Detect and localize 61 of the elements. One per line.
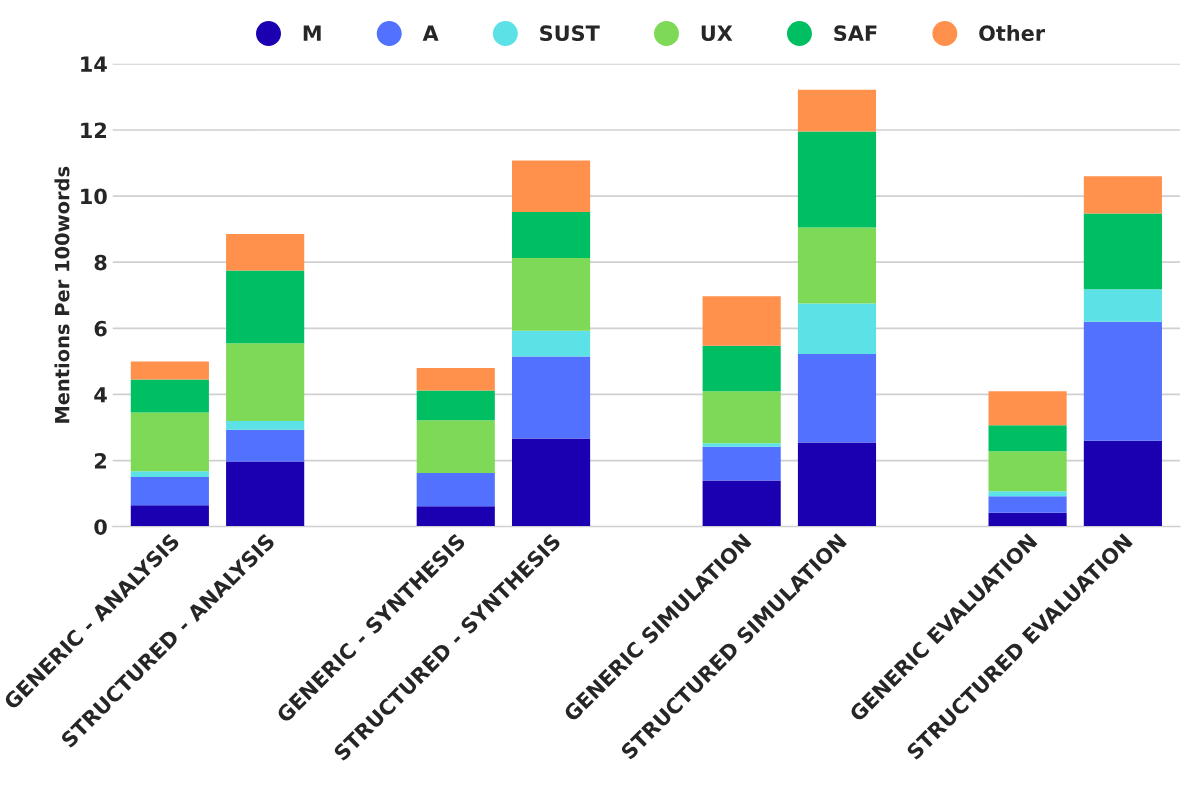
legend-label: Other	[979, 24, 1046, 42]
bar	[988, 451, 1067, 492]
y-tick-label: 12	[81, 122, 106, 138]
bar	[226, 461, 305, 527]
bar	[702, 296, 781, 346]
y-tick-label: 2	[94, 453, 106, 469]
bar	[988, 391, 1067, 426]
bar	[1083, 289, 1162, 322]
y-tick-label: 10	[81, 188, 107, 205]
y-tick-label: 14	[81, 56, 107, 72]
bar	[797, 131, 877, 228]
bar	[702, 446, 781, 481]
bar	[226, 234, 305, 271]
bar	[702, 345, 781, 392]
bar	[1083, 440, 1162, 527]
bar	[1083, 321, 1162, 441]
bar	[797, 227, 877, 304]
y-tick-label: 6	[94, 320, 107, 337]
bar	[797, 89, 877, 132]
bar	[416, 420, 495, 474]
bar	[702, 443, 781, 447]
y-axis-title: Mentions Per 100words	[54, 166, 70, 423]
bar	[988, 491, 1067, 497]
bar	[988, 496, 1067, 513]
bar	[511, 160, 591, 212]
bar	[702, 391, 781, 444]
legend-label: SAF	[834, 25, 877, 42]
legend-label: A	[422, 25, 439, 41]
legend-label: SUST	[540, 25, 600, 42]
bar	[130, 505, 209, 527]
bar	[511, 438, 591, 527]
bar	[226, 270, 305, 344]
bar	[797, 303, 877, 355]
bar	[226, 429, 305, 462]
bar	[416, 473, 495, 507]
bar	[988, 512, 1067, 527]
bar	[130, 477, 209, 506]
bar	[130, 361, 209, 380]
bar	[511, 257, 591, 331]
bar	[416, 390, 495, 421]
bar	[988, 425, 1067, 452]
bar	[130, 471, 209, 478]
bar	[416, 506, 495, 527]
bar	[226, 420, 305, 430]
bar	[797, 442, 877, 527]
legend-label: M	[303, 25, 321, 41]
y-tick-label: 4	[94, 387, 107, 403]
bar	[226, 343, 305, 421]
bar	[797, 354, 877, 443]
bar	[511, 330, 591, 357]
bar	[416, 367, 495, 391]
bar	[130, 379, 209, 413]
bar	[1083, 213, 1162, 290]
bar	[1083, 176, 1162, 214]
y-tick-label: 8	[94, 254, 107, 271]
bar	[130, 412, 209, 472]
legend-label: UX	[701, 25, 733, 42]
y-tick-label: 0	[94, 519, 107, 535]
bar	[511, 356, 591, 439]
bar	[702, 480, 781, 527]
bar	[511, 211, 591, 258]
